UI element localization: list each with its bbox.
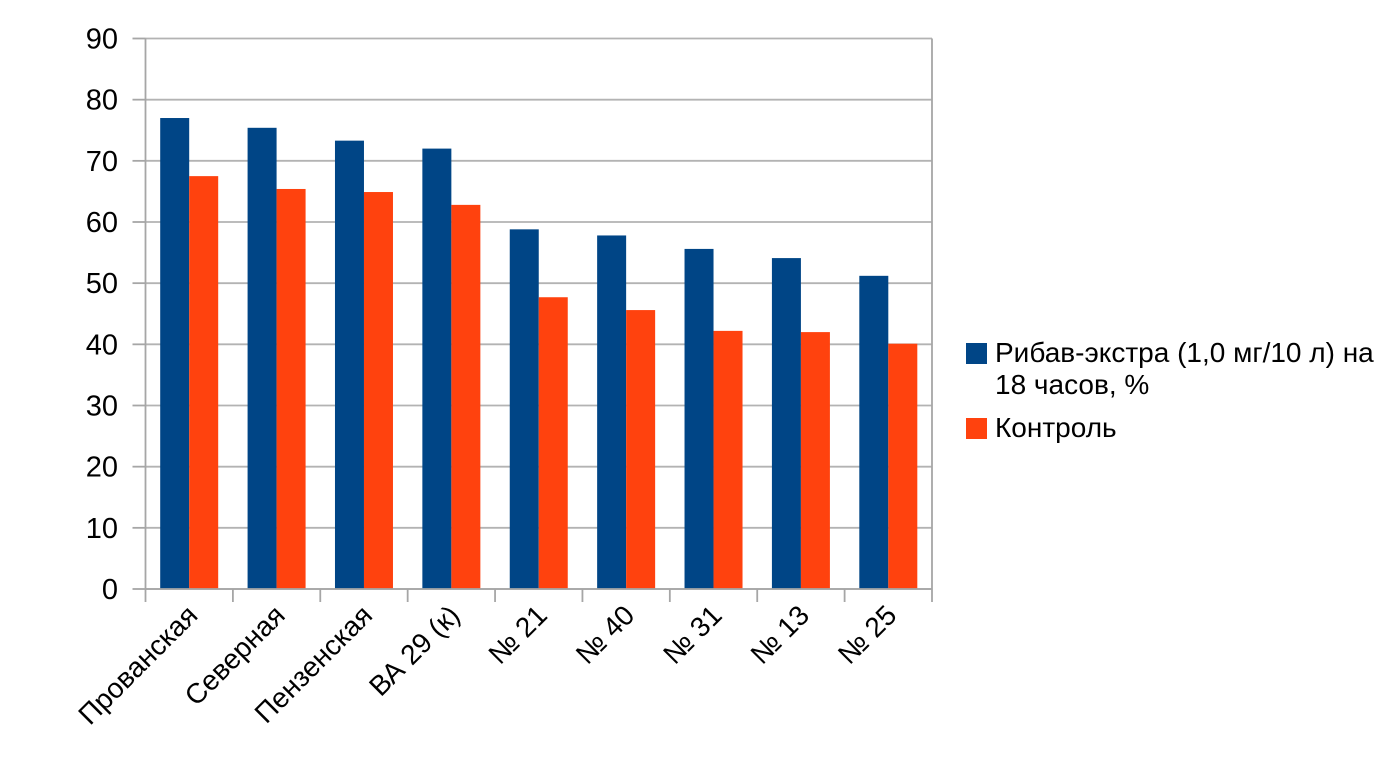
y-tick-label: 80 xyxy=(86,85,118,117)
series1-label: Рибав-экстра (1,0 мг/10 л) на 18 часов, … xyxy=(995,337,1374,400)
legend-item-series1: Рибав-экстра (1,0 мг/10 л) на 18 часов, … xyxy=(966,337,1387,401)
bar-series2-2[interactable] xyxy=(276,188,306,589)
x-category-label: № 25 xyxy=(832,599,903,670)
x-category-label: ВА 29 (к) xyxy=(363,599,466,702)
bar-series1-7[interactable] xyxy=(684,248,714,589)
bar-series2-9[interactable] xyxy=(888,343,918,589)
y-tick-label: 30 xyxy=(86,391,118,423)
bar-series2-6[interactable] xyxy=(626,310,656,589)
x-category-label: Прованская xyxy=(72,599,203,730)
bar-series1-5[interactable] xyxy=(509,229,539,589)
bar-chart: 0102030405060708090ПрованскаяСевернаяПен… xyxy=(72,24,933,730)
bar-series1-8[interactable] xyxy=(771,258,801,589)
y-tick-label: 40 xyxy=(86,329,118,361)
bar-series2-5[interactable] xyxy=(538,297,568,589)
bar-series2-3[interactable] xyxy=(363,192,393,590)
y-tick-label: 0 xyxy=(102,574,118,606)
x-category-label: № 31 xyxy=(657,599,728,670)
bar-series1-2[interactable] xyxy=(247,127,277,589)
x-category-label: № 21 xyxy=(482,599,553,670)
x-category-label: № 40 xyxy=(570,599,641,670)
y-tick-label: 70 xyxy=(86,146,118,178)
y-tick-label: 90 xyxy=(86,24,118,56)
bar-series2-8[interactable] xyxy=(800,332,830,589)
bar-series1-6[interactable] xyxy=(597,235,627,589)
series1-color-swatch xyxy=(966,343,987,364)
bar-series2-1[interactable] xyxy=(189,176,219,589)
legend-item-series2: Контроль xyxy=(966,412,1387,444)
bar-series2-4[interactable] xyxy=(451,204,481,589)
chart-legend: Рибав-экстра (1,0 мг/10 л) на 18 часов, … xyxy=(966,337,1387,444)
y-tick-label: 10 xyxy=(86,513,118,545)
series2-label: Контроль xyxy=(995,412,1117,443)
bar-series1-3[interactable] xyxy=(334,140,364,590)
x-category-label: № 13 xyxy=(744,599,815,670)
bar-series1-4[interactable] xyxy=(422,148,452,589)
series2-color-swatch xyxy=(966,418,987,439)
y-tick-label: 20 xyxy=(86,452,118,484)
bar-series1-1[interactable] xyxy=(160,118,190,590)
bar-series1-9[interactable] xyxy=(859,275,889,589)
y-tick-label: 60 xyxy=(86,207,118,239)
y-tick-label: 50 xyxy=(86,268,118,300)
bar-series2-7[interactable] xyxy=(713,330,743,589)
